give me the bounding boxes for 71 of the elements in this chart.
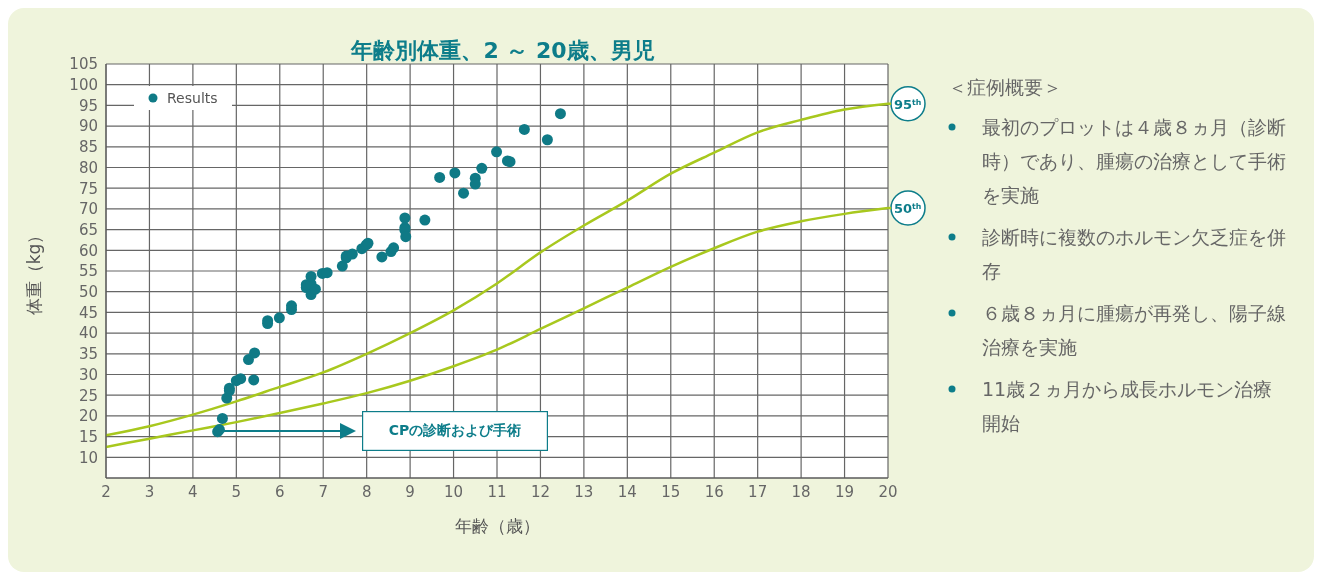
y-tick-label: 85 (78, 138, 98, 157)
x-tick-label: 17 (748, 482, 768, 501)
legend-label: Results (166, 90, 218, 106)
point (216, 412, 228, 424)
x-tick-label: 11 (487, 482, 507, 501)
y-tick-label: 75 (78, 179, 98, 198)
y-tick-label: 95 (78, 96, 98, 115)
point (400, 231, 412, 243)
y-tick-label: 60 (78, 241, 98, 260)
y-tick-label: 15 (78, 427, 98, 446)
y-tick-label: 40 (78, 324, 98, 343)
point (235, 373, 247, 385)
point (518, 123, 530, 135)
y-tick-label: 45 (78, 303, 98, 322)
x-axis-title: 年齢（歳） (454, 516, 540, 536)
y-tick-label: 50 (78, 283, 98, 302)
y-tick-label: 105 (69, 55, 98, 74)
x-tick-label: 8 (361, 482, 372, 501)
point (346, 248, 358, 260)
point (419, 214, 431, 226)
x-tick-label: 5 (231, 482, 242, 501)
text: ＜症例概要＞ (948, 75, 1063, 100)
y-tick-label: 20 (78, 407, 98, 426)
x-tick-label: 13 (574, 482, 594, 501)
y-tick-label: 65 (78, 220, 98, 239)
y-tick-label: 90 (78, 117, 98, 136)
text: 最初のプロットは４歳８ヵ月（診断時）であり、腫瘍の治療として手術を実施 (982, 115, 1287, 208)
x-tick-label: 18 (791, 482, 811, 501)
legend-label: 50$^{th}$ (894, 201, 922, 217)
point (388, 242, 400, 254)
point (449, 167, 461, 179)
point (476, 162, 488, 174)
legend-label: 95$^{th}$ (894, 96, 922, 112)
x-tick-label: 16 (704, 482, 724, 501)
y-axis-title: 体重（kg） (24, 226, 45, 316)
x-tick-label: 6 (275, 482, 285, 501)
point (249, 347, 261, 359)
point (376, 251, 388, 263)
y-tick-label: 55 (78, 262, 98, 281)
x-tick-label: 15 (661, 482, 681, 501)
x-tick-label: 7 (318, 482, 328, 501)
point (336, 260, 348, 272)
x-tick-label: 3 (144, 482, 155, 501)
y-tick-label: 80 (78, 158, 98, 177)
x-tick-label: 2 (101, 482, 111, 501)
x-tick-label: 12 (530, 482, 550, 501)
chart-title: 年齢別体重、2 ～ 20歳、男児 (349, 37, 656, 65)
point (399, 212, 411, 224)
x-tick-label: 9 (405, 482, 415, 501)
point (243, 354, 254, 366)
text: 11歳２ヵ月から成長ホルモン治療開始 (982, 377, 1274, 436)
x-tick-label: 4 (188, 482, 198, 501)
y-tick-label: 70 (78, 200, 98, 219)
y-tick-label: 10 (78, 448, 98, 467)
y-tick-label: 35 (78, 345, 98, 364)
x-tick-label: 19 (835, 482, 855, 501)
point (541, 134, 553, 146)
y-tick-label: 30 (78, 365, 98, 384)
y-tick-label: 100 (69, 76, 98, 95)
point (434, 171, 446, 183)
point (554, 108, 566, 120)
text: 診断時に複数のホルモン欠乏症を併存 (982, 225, 1287, 284)
y-tick-label: 25 (78, 386, 98, 405)
x-tick-label: 14 (617, 482, 637, 501)
x-tick-label: 20 (878, 482, 898, 501)
text: ６歳８ヵ月に腫瘍が再発し、陽子線治療を実施 (982, 301, 1287, 360)
point (248, 374, 260, 386)
x-tick-label: 10 (444, 482, 464, 501)
point (273, 312, 285, 324)
point (458, 187, 470, 199)
point (491, 146, 503, 158)
